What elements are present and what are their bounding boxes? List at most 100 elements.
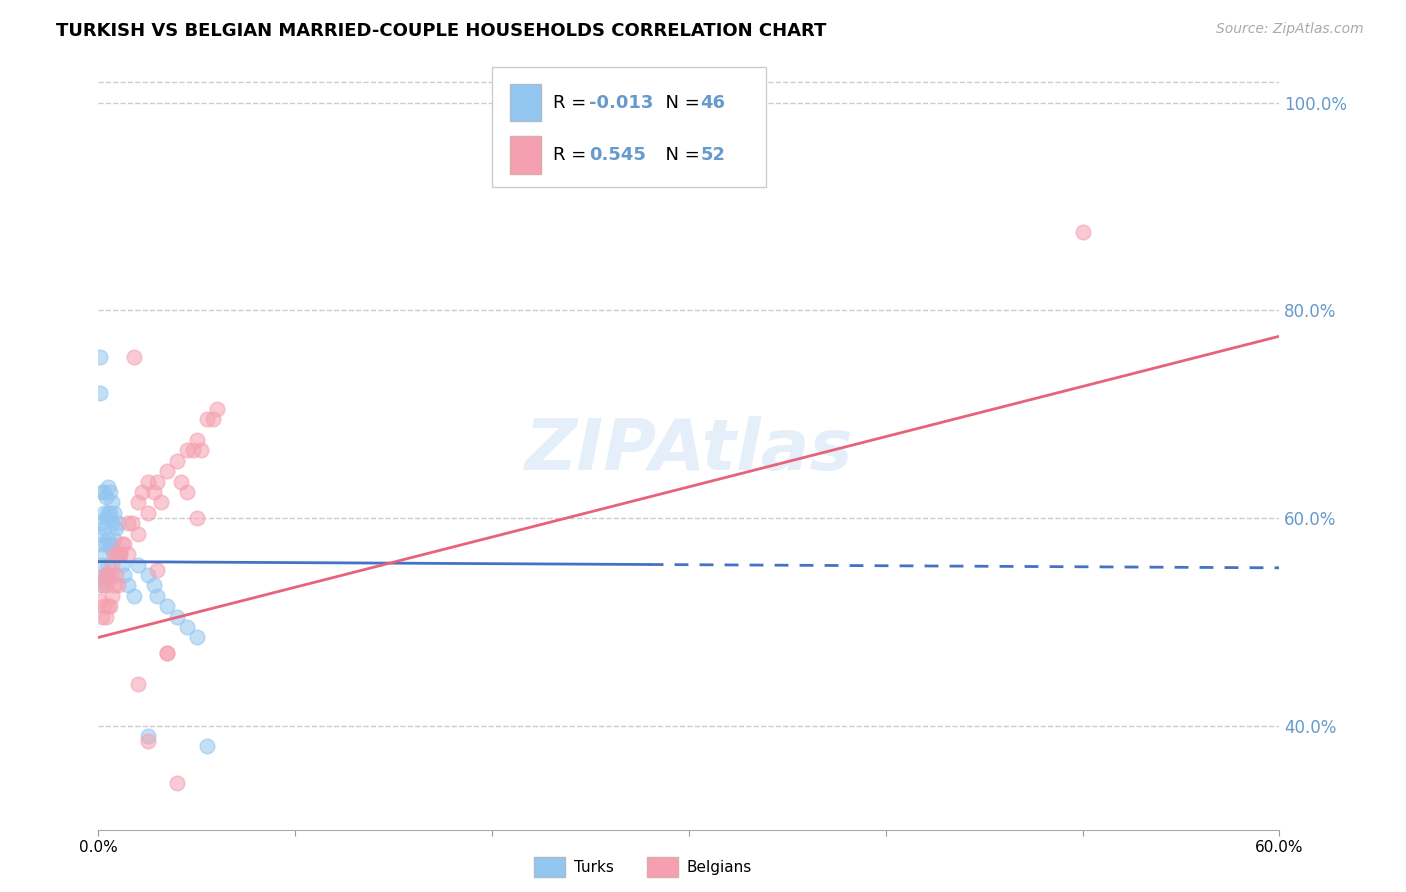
Point: [108, 547, 131, 561]
Point: [136, 729, 159, 743]
Point: [101, 542, 124, 557]
Point: [91, 537, 114, 551]
Point: [93, 568, 115, 582]
Point: [111, 537, 134, 551]
Point: [181, 443, 204, 458]
Point: [107, 578, 129, 592]
Point: [166, 454, 188, 468]
Point: [117, 516, 139, 531]
Point: [111, 558, 134, 572]
Point: [127, 526, 149, 541]
Point: [146, 475, 169, 489]
Point: [101, 516, 124, 531]
Point: [117, 547, 139, 561]
Point: [1071, 225, 1094, 239]
Text: 52: 52: [700, 146, 725, 164]
Point: [127, 495, 149, 509]
Point: [89, 526, 111, 541]
Point: [156, 599, 179, 614]
Point: [142, 485, 165, 500]
Text: ZIPAtlas: ZIPAtlas: [524, 416, 853, 485]
Point: [156, 646, 179, 660]
Point: [142, 578, 165, 592]
Point: [122, 350, 145, 364]
Point: [195, 739, 218, 754]
Text: Source: ZipAtlas.com: Source: ZipAtlas.com: [1216, 22, 1364, 37]
Point: [166, 776, 188, 790]
Point: [176, 620, 198, 634]
Point: [146, 589, 169, 603]
Point: [176, 443, 198, 458]
Point: [146, 563, 169, 577]
Point: [150, 495, 173, 509]
Point: [93, 506, 115, 520]
Point: [195, 412, 218, 426]
Point: [93, 521, 115, 535]
Point: [107, 516, 129, 531]
Point: [136, 475, 159, 489]
Point: [96, 511, 118, 525]
Point: [105, 521, 128, 535]
Point: [96, 490, 118, 504]
Point: [89, 386, 111, 401]
Text: Turks: Turks: [574, 860, 613, 874]
Point: [112, 537, 135, 551]
Point: [97, 599, 120, 614]
Point: [91, 578, 114, 592]
Point: [96, 537, 118, 551]
Text: R =: R =: [553, 94, 592, 112]
Point: [101, 558, 124, 572]
Point: [98, 485, 121, 500]
Point: [107, 547, 129, 561]
Point: [103, 547, 125, 561]
Point: [101, 495, 124, 509]
Point: [117, 578, 139, 592]
Point: [176, 485, 198, 500]
Point: [91, 516, 114, 531]
Point: [103, 506, 125, 520]
Point: [98, 506, 121, 520]
Point: [96, 568, 118, 582]
Point: [190, 443, 212, 458]
Point: [136, 506, 159, 520]
Point: [112, 568, 135, 582]
Point: [121, 516, 143, 531]
Text: N =: N =: [654, 94, 706, 112]
Point: [103, 578, 125, 592]
Point: [91, 609, 114, 624]
Point: [136, 568, 159, 582]
Point: [108, 547, 131, 561]
Point: [170, 475, 193, 489]
Point: [131, 485, 153, 500]
Point: [122, 589, 145, 603]
Point: [97, 558, 120, 572]
Point: [97, 480, 120, 494]
Point: [93, 599, 115, 614]
Point: [93, 547, 115, 561]
Point: [98, 568, 121, 582]
Point: [89, 594, 111, 608]
Point: [89, 350, 111, 364]
Point: [98, 599, 121, 614]
Point: [96, 578, 118, 592]
Text: 46: 46: [700, 94, 725, 112]
Point: [186, 511, 208, 525]
Point: [103, 532, 125, 546]
Point: [91, 558, 114, 572]
Text: 0.545: 0.545: [589, 146, 645, 164]
Point: [93, 485, 115, 500]
Point: [156, 646, 179, 660]
Point: [201, 412, 224, 426]
Point: [186, 631, 208, 645]
Text: N =: N =: [654, 146, 706, 164]
Point: [91, 578, 114, 592]
Point: [98, 537, 121, 551]
Point: [205, 401, 228, 416]
Text: -0.013: -0.013: [589, 94, 654, 112]
Text: Belgians: Belgians: [686, 860, 751, 874]
Text: R =: R =: [553, 146, 598, 164]
Point: [101, 589, 124, 603]
Point: [91, 485, 114, 500]
Point: [97, 506, 120, 520]
Text: TURKISH VS BELGIAN MARRIED-COUPLE HOUSEHOLDS CORRELATION CHART: TURKISH VS BELGIAN MARRIED-COUPLE HOUSEH…: [56, 22, 827, 40]
